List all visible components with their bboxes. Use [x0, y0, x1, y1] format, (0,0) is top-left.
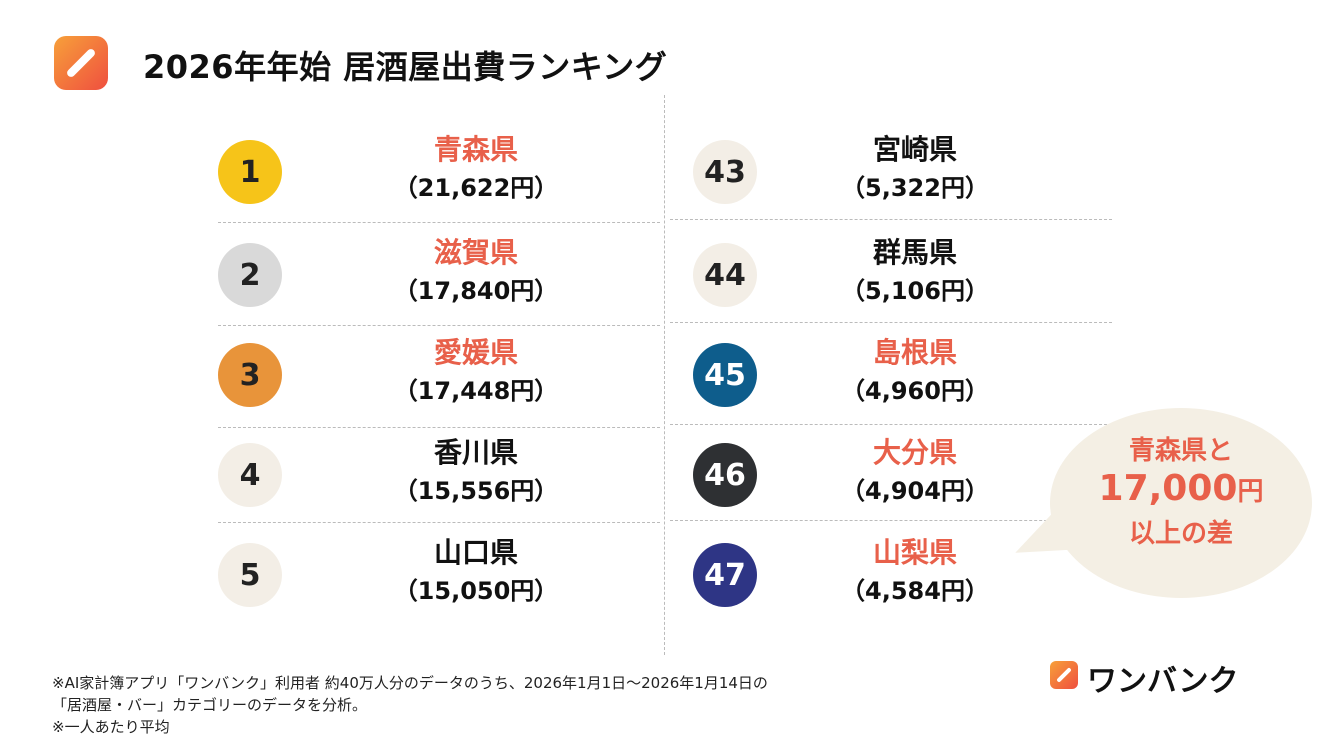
rank-badge: 44: [693, 243, 757, 307]
ranking-row: 46 大分県 （4,904円）: [693, 425, 1133, 525]
rank-badge: 46: [693, 443, 757, 507]
amount: （4,584円）: [841, 577, 989, 605]
ranking-row: 4 香川県 （15,556円）: [218, 425, 658, 525]
row-divider: [670, 424, 1112, 425]
rank-badge: 4: [218, 443, 282, 507]
footnote-1: ※AI家計簿アプリ「ワンバンク」利用者 約40万人分のデータのうち、2026年1…: [52, 674, 768, 692]
amount: （15,556円）: [393, 477, 559, 505]
app-logo-icon: [54, 36, 108, 90]
bubble-amount-unit: 円: [1237, 477, 1264, 507]
amount: （4,960円）: [841, 377, 989, 405]
rank-badge: 47: [693, 543, 757, 607]
ranking-row: 3 愛媛県 （17,448円）: [218, 325, 658, 425]
ranking-row: 2 滋賀県 （17,840円）: [218, 225, 658, 325]
rank-badge: 3: [218, 343, 282, 407]
row-divider: [218, 522, 660, 523]
prefecture-name: 群馬県: [872, 236, 957, 269]
row-divider: [670, 219, 1112, 220]
rank-badge: 45: [693, 343, 757, 407]
amount: （17,448円）: [393, 377, 559, 405]
bubble-line3: 以上の差: [1128, 519, 1233, 549]
brand-name: ワンバンク: [1087, 664, 1239, 699]
brand-logo-icon: [1050, 661, 1078, 689]
rank-badge: 1: [218, 140, 282, 204]
prefecture-name: 青森県: [433, 133, 518, 166]
row-divider: [218, 222, 660, 223]
footnote-3: ※一人あたり平均: [52, 718, 170, 736]
bubble-line1: 青森県と: [1128, 436, 1233, 466]
row-divider: [218, 325, 660, 326]
ranking-row: 5 山口県 （15,050円）: [218, 525, 658, 625]
ranking-row: 1 青森県 （21,622円）: [218, 122, 658, 222]
amount: （5,106円）: [841, 277, 989, 305]
column-divider: [664, 95, 665, 655]
amount: （4,904円）: [841, 477, 989, 505]
prefecture-name: 山口県: [433, 536, 518, 569]
row-divider: [670, 322, 1112, 323]
bubble-amount-value: 17,000: [1098, 468, 1238, 509]
bubble-amount: 17,000円: [1050, 468, 1312, 509]
prefecture-name: 山梨県: [872, 536, 957, 569]
amount: （21,622円）: [393, 174, 559, 202]
footnote-2: 「居酒屋・バー」カテゴリーのデータを分析。: [52, 696, 368, 714]
row-divider: [218, 427, 660, 428]
prefecture-name: 香川県: [433, 436, 518, 469]
prefecture-name: 島根県: [872, 336, 957, 369]
rank-badge: 5: [218, 543, 282, 607]
ranking-row: 43 宮崎県 （5,322円）: [693, 122, 1133, 222]
prefecture-name: 宮崎県: [872, 133, 957, 166]
prefecture-name: 滋賀県: [433, 236, 518, 269]
amount: （17,840円）: [393, 277, 559, 305]
ranking-row: 45 島根県 （4,960円）: [693, 325, 1133, 425]
speech-bubble: [1050, 408, 1312, 598]
rank-badge: 43: [693, 140, 757, 204]
row-divider: [670, 520, 1112, 521]
ranking-row: 44 群馬県 （5,106円）: [693, 225, 1133, 325]
page-title: 2026年年始 居酒屋出費ランキング: [143, 48, 668, 86]
rank-badge: 2: [218, 243, 282, 307]
amount: （15,050円）: [393, 577, 559, 605]
ranking-row: 47 山梨県 （4,584円）: [693, 525, 1133, 625]
amount: （5,322円）: [841, 174, 989, 202]
prefecture-name: 愛媛県: [433, 336, 518, 369]
prefecture-name: 大分県: [872, 436, 957, 469]
